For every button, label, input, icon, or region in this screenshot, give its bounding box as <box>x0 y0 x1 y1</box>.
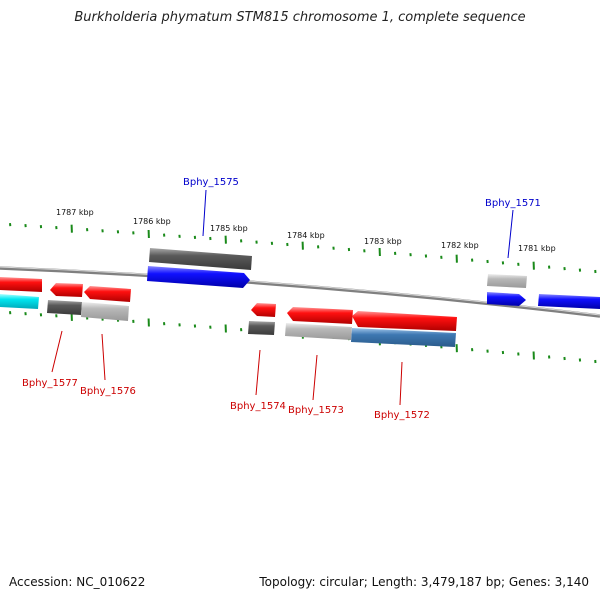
gene-feature-bphy-1575[interactable] <box>147 266 250 288</box>
gene-feature-red-d[interactable] <box>287 307 353 324</box>
leader-line <box>399 361 403 406</box>
gene-feature-red-edge[interactable] <box>0 277 42 292</box>
gene-label-bphy-1575[interactable]: Bphy_1575 <box>183 177 239 188</box>
gene-feature-bphy-1577[interactable] <box>47 300 82 315</box>
scale-label: 1783 kbp <box>364 237 402 246</box>
gene-feature-red-e[interactable] <box>352 311 457 331</box>
gene-label-bphy-1572[interactable]: Bphy_1572 <box>374 410 430 421</box>
gene-label-bphy-1574[interactable]: Bphy_1574 <box>230 401 286 412</box>
scale-ticks-outer <box>9 223 597 274</box>
gene-feature-cyan-edge[interactable] <box>0 294 39 309</box>
gene-feature-bphy-1571[interactable] <box>487 292 526 306</box>
scale-label: 1785 kbp <box>210 224 248 233</box>
scale-label: 1781 kbp <box>518 244 556 253</box>
leader-line <box>255 349 261 396</box>
gene-label-bphy-1573[interactable]: Bphy_1573 <box>288 405 344 416</box>
plus-strand-genes <box>147 248 600 309</box>
accession-text: Accession: NC_010622 <box>9 575 146 589</box>
gene-feature-red-a[interactable] <box>50 283 83 297</box>
leader-line <box>101 333 106 381</box>
scale-label: 1782 kbp <box>441 241 479 250</box>
leader-line <box>51 330 63 373</box>
gene-label-bphy-1571[interactable]: Bphy_1571 <box>485 198 541 209</box>
leader-line <box>507 209 514 259</box>
map-title: Burkholderia phymatum STM815 chromosome … <box>74 10 526 25</box>
gene-feature-blue-edge[interactable] <box>538 294 600 309</box>
minus-strand-genes <box>0 277 457 347</box>
gene-feature-red-b[interactable] <box>84 286 131 302</box>
chromosome-backbone <box>0 266 600 318</box>
scale-label: 1784 kbp <box>287 231 325 240</box>
scale-label: 1787 kbp <box>56 208 94 217</box>
leader-line <box>312 354 318 401</box>
gene-feature-red-c[interactable] <box>251 303 276 317</box>
gene-feature-bphy-1576[interactable] <box>81 302 129 321</box>
gene-label-bphy-1577[interactable]: Bphy_1577 <box>22 378 78 389</box>
topology-summary: Topology: circular; Length: 3,479,187 bp… <box>259 575 589 589</box>
gene-feature-gray-plus[interactable] <box>149 248 252 270</box>
gene-label-bphy-1576[interactable]: Bphy_1576 <box>80 386 136 397</box>
gene-feature-bphy-1573[interactable] <box>285 323 352 340</box>
scale-label: 1786 kbp <box>133 217 171 226</box>
gene-feature-bphy-1574[interactable] <box>248 321 275 335</box>
gene-feature-bphy-1572[interactable] <box>351 328 456 347</box>
gene-feature-gray-right[interactable] <box>487 274 527 288</box>
leader-line <box>202 189 207 237</box>
